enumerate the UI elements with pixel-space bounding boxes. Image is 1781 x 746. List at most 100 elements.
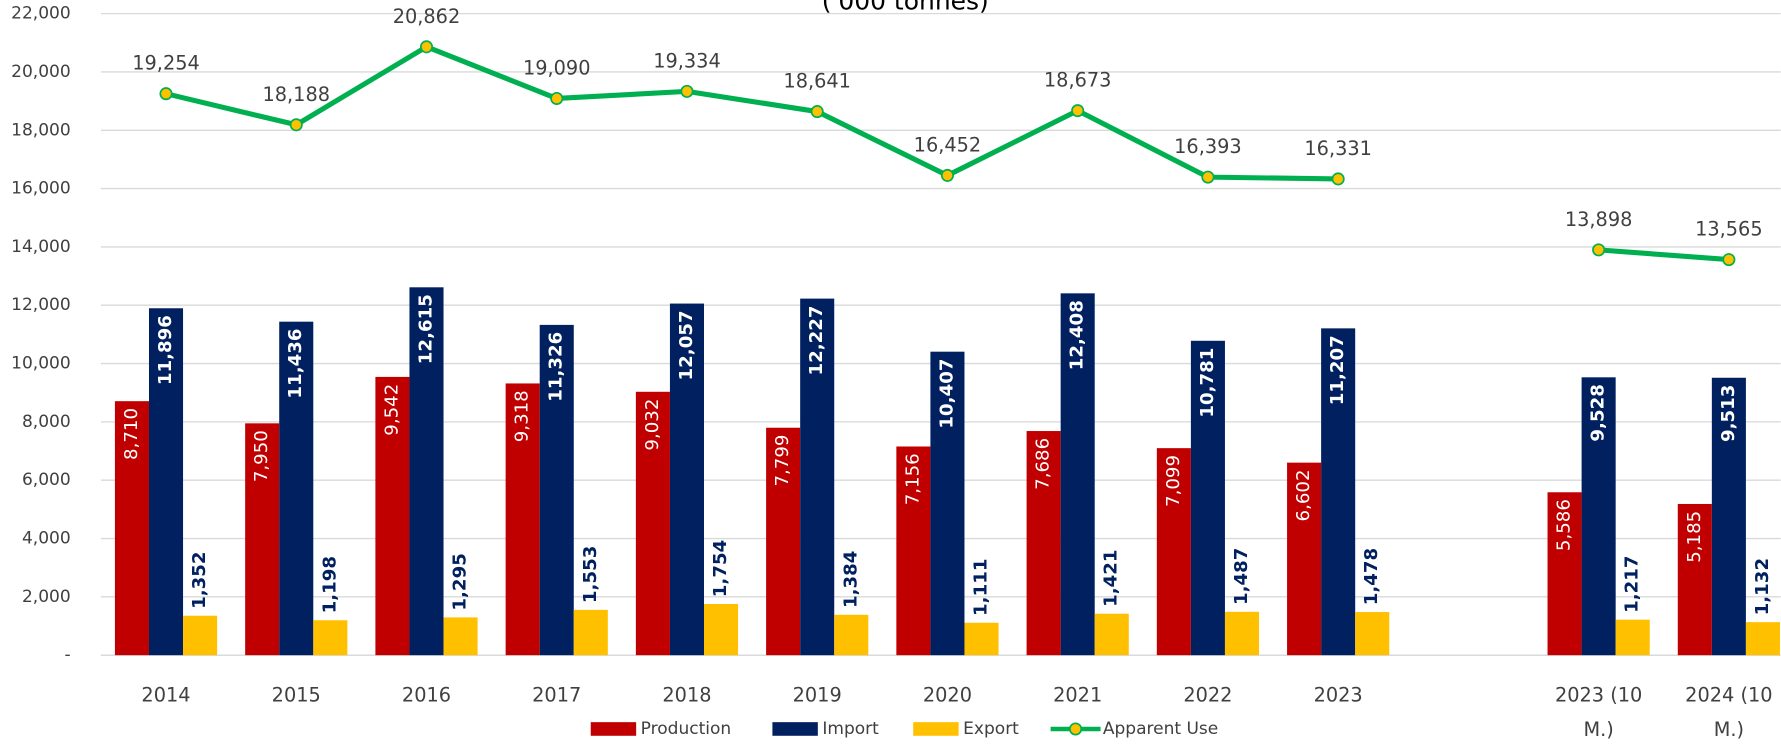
line xyxy=(1598,247,1730,263)
bar xyxy=(148,308,184,656)
data-label: 18,673 xyxy=(1044,69,1112,92)
bar xyxy=(1677,503,1712,656)
x-tick-label: 2021 xyxy=(1053,684,1103,708)
data-label: 16,393 xyxy=(1174,135,1242,158)
y-tick-label: 18,000 xyxy=(11,120,71,140)
data-label: 7,950 xyxy=(251,430,272,482)
bar xyxy=(1190,340,1225,656)
bar xyxy=(1287,462,1322,656)
x-tick-label: 2024 (10 M.) xyxy=(1685,684,1773,742)
bar xyxy=(964,622,999,656)
x-tick-label: 2022 xyxy=(1183,684,1233,708)
data-label: 10,407 xyxy=(936,358,957,428)
data-label: 1,384 xyxy=(840,551,861,608)
data-label: 12,057 xyxy=(676,310,697,380)
data-label: 9,032 xyxy=(642,399,663,451)
data-label: 7,099 xyxy=(1163,455,1184,507)
legend-label: Apparent Use xyxy=(1103,719,1218,739)
data-label: 7,156 xyxy=(902,453,923,505)
bar xyxy=(1711,377,1746,656)
data-label: 1,111 xyxy=(971,559,992,616)
bar xyxy=(1547,492,1582,656)
marker xyxy=(1071,104,1085,118)
bar xyxy=(800,298,835,656)
data-label: 9,513 xyxy=(1718,385,1739,442)
bar xyxy=(114,401,149,656)
data-label: 9,528 xyxy=(1588,384,1609,441)
x-tick-text: 2018 xyxy=(662,684,712,708)
bar xyxy=(279,321,314,656)
bar xyxy=(766,427,801,656)
data-label: 18,188 xyxy=(262,83,330,106)
data-label: 11,207 xyxy=(1327,335,1348,405)
data-label: 9,542 xyxy=(381,384,402,436)
data-label: 7,686 xyxy=(1033,438,1054,490)
data-label: 1,217 xyxy=(1622,555,1643,612)
x-tick-text: 2023 xyxy=(1313,684,1363,708)
bar xyxy=(896,446,931,656)
legend: Production Import Export Apparent Use xyxy=(590,719,1218,739)
data-label: 19,090 xyxy=(523,56,591,79)
x-tick-label: 2015 xyxy=(271,684,321,708)
data-label: 12,227 xyxy=(806,305,827,375)
legend-label: Production xyxy=(641,719,732,739)
x-tick-label: 2014 xyxy=(141,684,191,708)
bar xyxy=(573,609,608,656)
data-label: 9,318 xyxy=(512,390,533,442)
data-label: 5,586 xyxy=(1554,499,1575,551)
legend-swatch xyxy=(913,722,959,736)
x-tick-text: 2024 (10 M.) xyxy=(1685,684,1773,742)
bar xyxy=(1060,293,1095,656)
x-tick-label: 2017 xyxy=(532,684,582,708)
marker xyxy=(940,168,954,182)
bar xyxy=(1745,622,1780,656)
legend-label: Export xyxy=(963,719,1019,739)
data-label: 5,185 xyxy=(1684,511,1705,563)
data-label: 18,641 xyxy=(783,70,851,93)
bar xyxy=(930,351,965,656)
bar xyxy=(443,617,478,656)
x-tick-label: 2016 xyxy=(401,684,452,708)
y-tick-label: 10,000 xyxy=(11,354,71,374)
bar xyxy=(1094,613,1129,656)
data-label: 1,132 xyxy=(1752,558,1773,615)
marker xyxy=(159,87,173,101)
legend-swatch xyxy=(772,722,818,736)
legend-label: Import xyxy=(822,719,879,739)
x-tick-text: 2021 xyxy=(1053,684,1103,708)
bar xyxy=(1156,448,1191,656)
y-tick-label: 8,000 xyxy=(22,412,71,432)
x-tick-text: 2015 xyxy=(271,684,321,708)
marker xyxy=(289,118,303,132)
bar xyxy=(669,303,704,656)
data-label: 11,896 xyxy=(155,315,176,385)
x-tick-text: 2014 xyxy=(141,684,191,708)
x-tick-text: 2017 xyxy=(532,684,582,708)
x-tick-text: 2022 xyxy=(1183,684,1233,708)
bar xyxy=(409,287,444,656)
bar xyxy=(1581,377,1616,656)
y-tick-label: 20,000 xyxy=(11,62,71,82)
line xyxy=(165,44,1339,182)
data-label: 16,452 xyxy=(914,133,982,156)
bar xyxy=(834,614,869,656)
x-tick-text: 2023 (10 M.) xyxy=(1554,684,1643,742)
y-tick-label: 4,000 xyxy=(22,529,71,549)
marker xyxy=(550,91,564,106)
chart-subtitle: ('000 tonnes) xyxy=(822,0,989,15)
x-tick-text: 2016 xyxy=(401,684,452,708)
data-label: 10,781 xyxy=(1197,348,1218,418)
data-label: 1,553 xyxy=(580,546,601,603)
data-label: 1,295 xyxy=(450,553,471,610)
bar xyxy=(1026,431,1061,656)
data-label: 11,326 xyxy=(546,332,567,402)
y-tick-label: 22,000 xyxy=(11,4,71,24)
data-label: 16,331 xyxy=(1304,137,1372,160)
x-tick-text: 2020 xyxy=(922,684,972,708)
y-tick-label: 14,000 xyxy=(11,237,71,257)
y-tick-label: 6,000 xyxy=(22,470,71,490)
legend-marker xyxy=(1069,722,1083,736)
marker xyxy=(1592,243,1606,257)
bar xyxy=(539,324,574,656)
